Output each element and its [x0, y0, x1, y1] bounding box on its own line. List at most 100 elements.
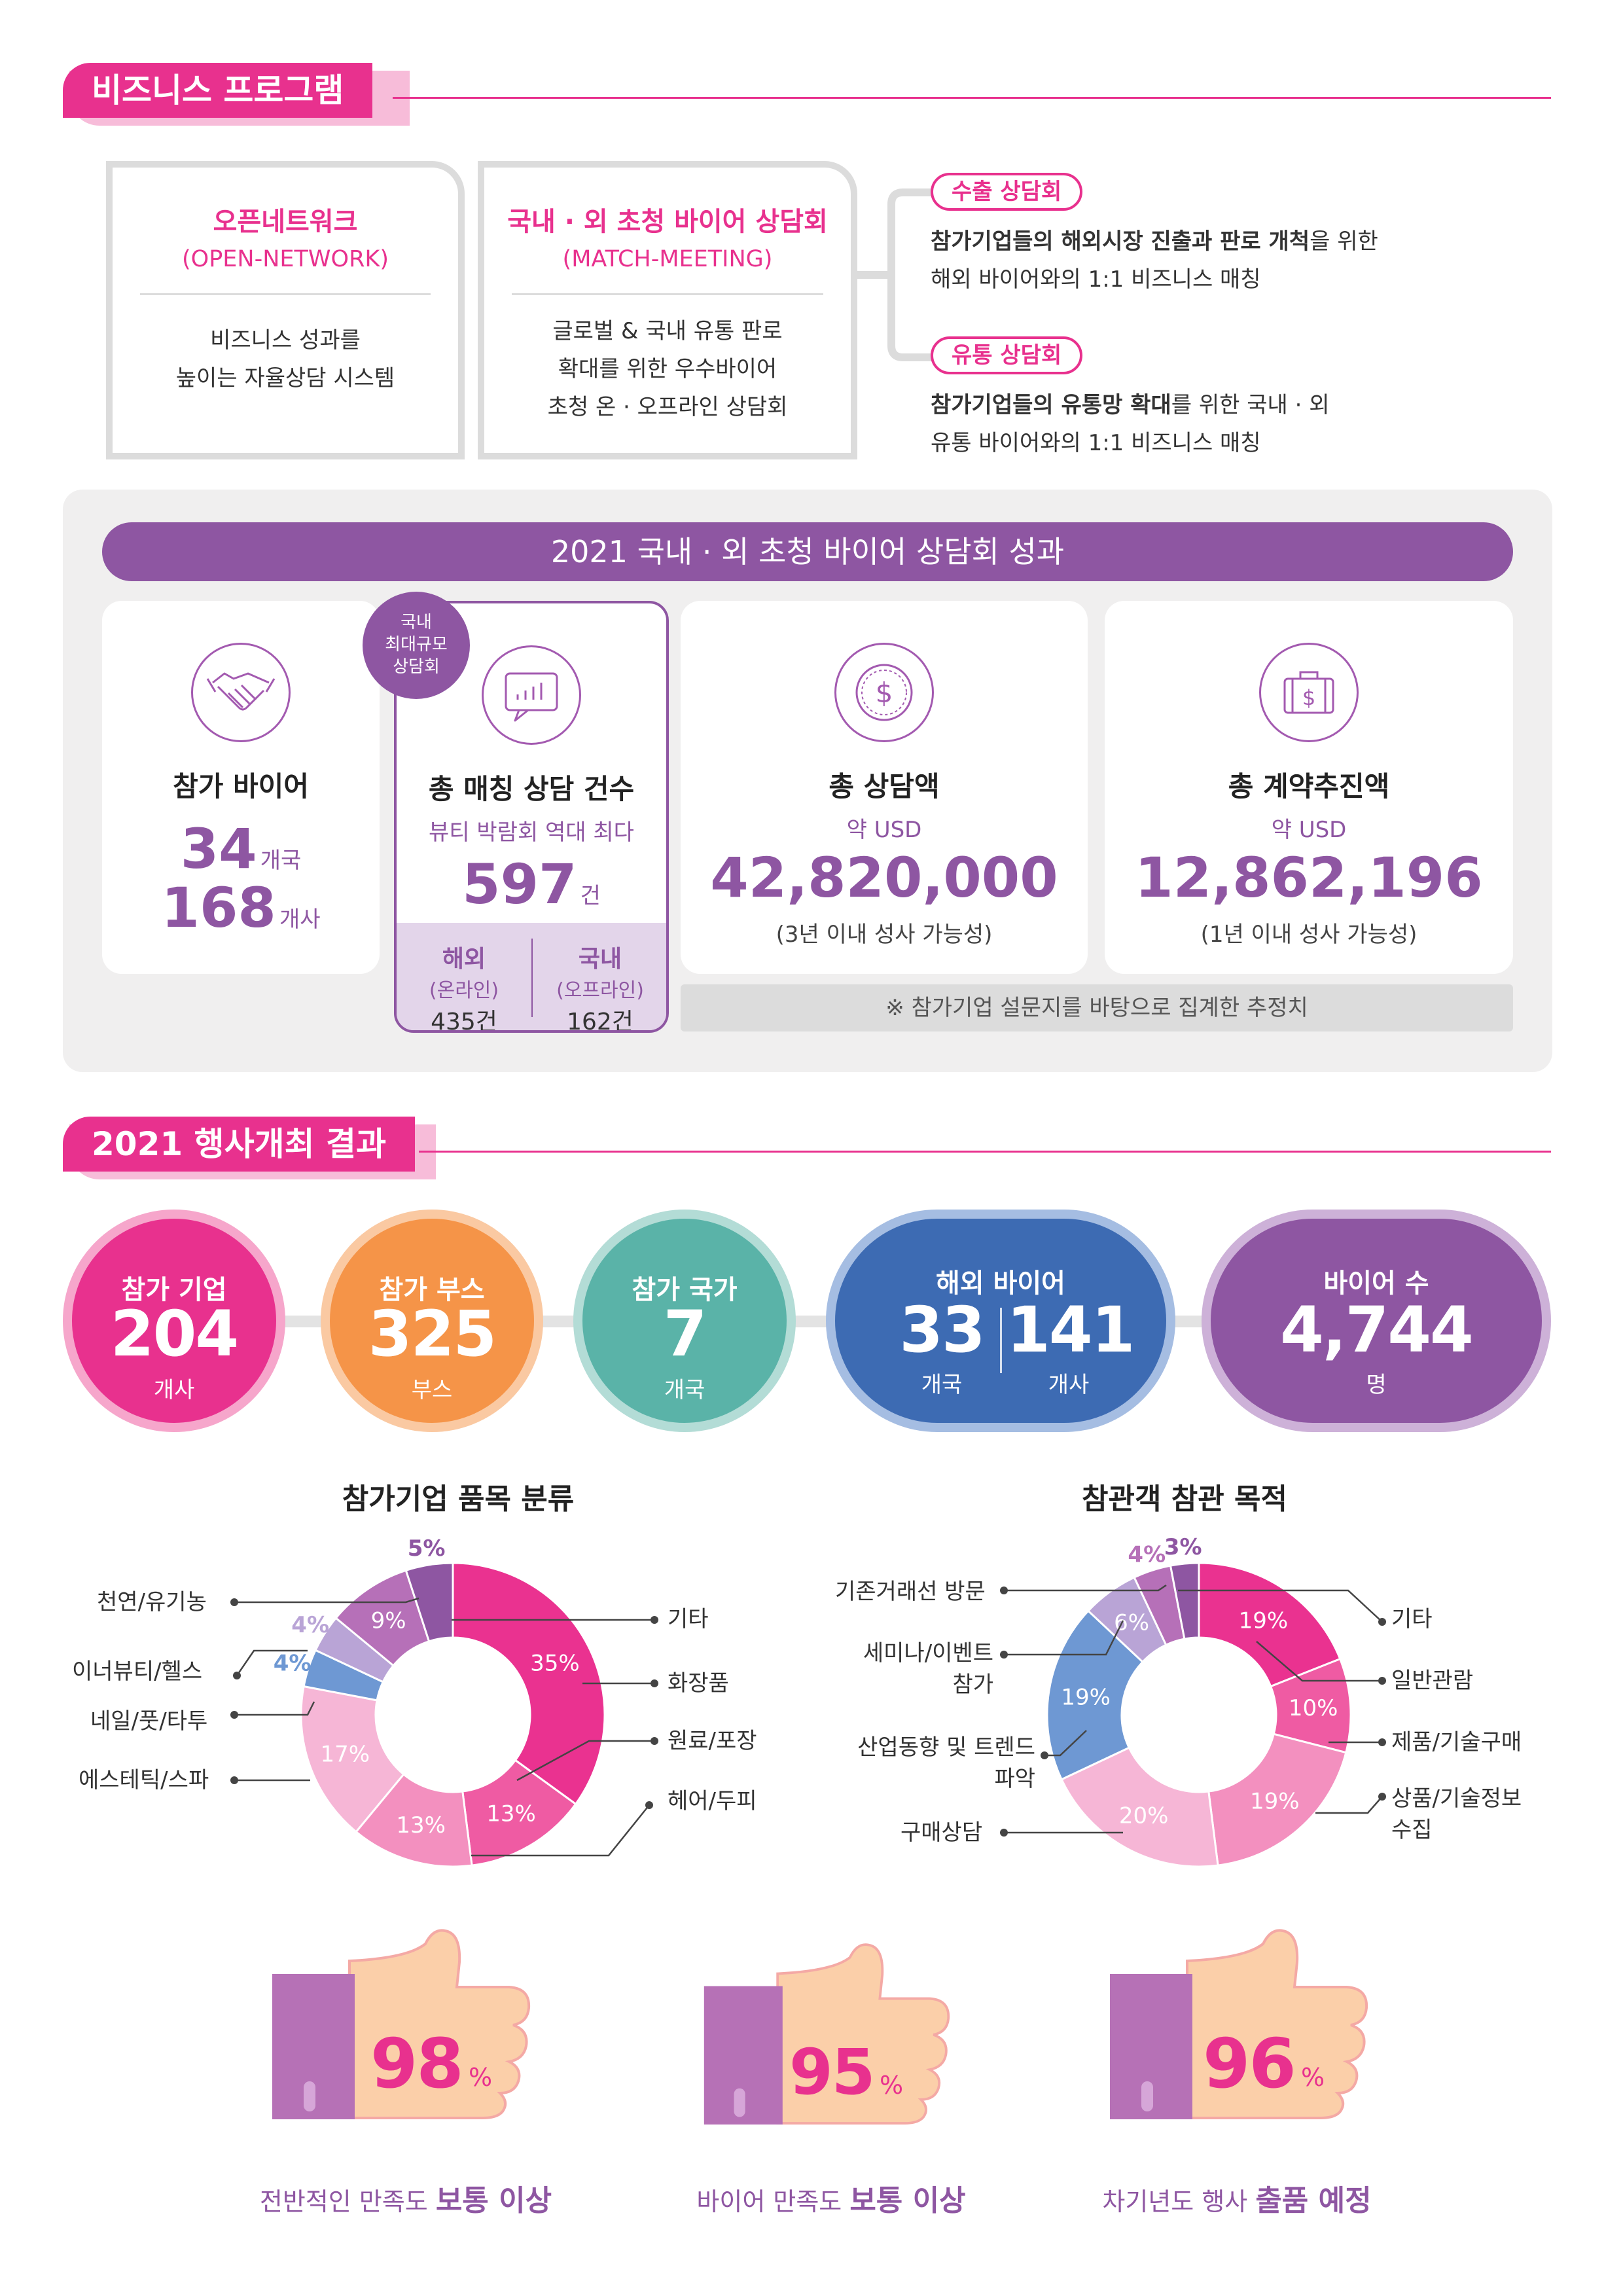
legend-label: 기존거래선 방문 — [835, 1579, 986, 1605]
chart-title-items: 참가기업 품목 분류 — [342, 1482, 575, 1516]
consult-amount-value: 42,820,000 — [710, 846, 1058, 910]
legend-dot — [1000, 1587, 1008, 1594]
next-year-caption: 차기년도 행사 출품 예정 — [1102, 2184, 1372, 2217]
purpose-donut-chart: 19% 10% 19% 20% 19% 6% 4%3% — [1046, 1534, 1352, 1868]
legend-dot — [645, 1801, 653, 1809]
open-network-desc: 비즈니스 성과를 높이는 자율상담 시스템 — [175, 327, 395, 391]
consult-amount-title: 총 상담액 — [829, 770, 940, 802]
consult-amount-note: (3년 이내 성사 가능성) — [776, 922, 993, 948]
distribution-meeting-pill: 유통 상담회 — [931, 336, 1083, 374]
donut-slice — [1060, 1746, 1219, 1868]
open-network-box: 오픈네트워크 (OPEN-NETWORK) 비즈니스 성과를 높이는 자율상담 … — [106, 161, 465, 459]
matching-count: 597 건 — [462, 852, 601, 916]
legend-label: 세미나/이벤트 참가 — [863, 1640, 993, 1698]
buyers-card: 참가 바이어 34 개국 168 개사 — [102, 601, 380, 974]
donut-slice — [452, 1562, 606, 1806]
legend-dot — [230, 1776, 238, 1784]
match-meeting-subtitle: (MATCH-MEETING) — [562, 246, 773, 272]
legend-dot — [1378, 1793, 1386, 1801]
legend-dot — [230, 1711, 238, 1719]
contract-amount-card: $ 총 계약추진액 약 USD 12,862,196 (1년 이내 성사 가능성… — [1105, 601, 1513, 974]
slice-label: 9% — [371, 1607, 406, 1634]
slice-label: 19% — [1239, 1607, 1289, 1634]
consult-amount-prefix: 약 USD — [846, 817, 922, 843]
buyers-countries: 34 개국 — [180, 817, 302, 881]
contract-amount-title: 총 계약추진액 — [1228, 770, 1390, 802]
legend-label: 구매상담 — [901, 1820, 983, 1846]
overall-satisfaction-caption: 전반적인 만족도 보통 이상 — [259, 2184, 552, 2217]
legend-dot — [651, 1737, 658, 1745]
matching-breakdown: 해외 (온라인) 435건 국내 (오프라인) 162건 — [397, 923, 666, 1030]
legend-label: 상품/기술정보 수집 — [1391, 1785, 1522, 1843]
contract-amount-prefix: 약 USD — [1271, 817, 1347, 843]
legend-dot — [230, 1598, 238, 1606]
chart-bubble-icon — [482, 645, 581, 745]
buyers-companies: 168 개사 — [161, 876, 321, 940]
legend-label: 헤어/두피 — [668, 1788, 757, 1814]
legend-dot — [651, 1679, 658, 1687]
dollar-coin-icon: $ — [834, 643, 934, 742]
legend-label: 네일/풋/타투 — [90, 1708, 208, 1734]
contract-amount-note: (1년 이내 성사 가능성) — [1200, 922, 1418, 948]
thumbs-up-icon — [1110, 1929, 1368, 2119]
matching-subtitle: 뷰티 박람회 역대 최다 — [429, 819, 634, 846]
legend-dot — [1378, 1738, 1386, 1746]
slice-label: 3% — [1164, 1534, 1202, 1560]
results-banner: 2021 국내 · 외 초청 바이어 상담회 성과 — [102, 522, 1513, 581]
slice-label: 13% — [486, 1801, 536, 1827]
consult-amount-card: $ 총 상담액 약 USD 42,820,000 (3년 이내 성사 가능성) — [681, 601, 1088, 974]
slice-label: 17% — [321, 1741, 370, 1767]
match-meeting-title: 국내 · 외 초청 바이어 상담회 — [507, 207, 828, 237]
percent-sign: % — [880, 2071, 904, 2100]
slice-label: 4% — [291, 1612, 329, 1638]
items-donut-chart: 35% 13% 13% 17% 4% 4% 9% 5% — [274, 1535, 606, 1868]
legend-label: 원료/포장 — [668, 1728, 757, 1754]
donut-slice — [300, 1685, 405, 1833]
open-network-subtitle: (OPEN-NETWORK) — [182, 246, 389, 272]
legend-dot — [1000, 1651, 1008, 1659]
legend-dot — [233, 1672, 241, 1679]
handshake-icon — [191, 643, 291, 742]
slice-label: 10% — [1289, 1695, 1338, 1721]
open-network-title: 오픈네트워크 — [213, 207, 358, 237]
legend-dot — [1378, 1677, 1386, 1685]
legend-label: 기타 — [1391, 1606, 1433, 1632]
legend-label: 이너뷰티/헬스 — [72, 1659, 203, 1685]
next-year-value: 96 — [1203, 2024, 1296, 2104]
countries-stat: 참가 국가 7 개국 — [573, 1210, 796, 1432]
section-divider — [393, 97, 1551, 99]
legend-label: 화장품 — [668, 1670, 729, 1696]
briefcase-dollar-icon: $ — [1259, 643, 1359, 742]
buyers-title: 참가 바이어 — [173, 770, 309, 802]
percent-sign: % — [469, 2063, 493, 2092]
divider — [531, 939, 533, 1017]
export-meeting-pill: 수출 상담회 — [931, 173, 1083, 211]
legend-label: 산업동향 및 트렌드 파악 — [857, 1734, 1035, 1792]
chart-leader-lines — [234, 1584, 1383, 1857]
largest-meeting-badge: 국내 최대규모 상담회 — [363, 592, 470, 699]
slice-label: 5% — [408, 1535, 446, 1562]
match-meeting-box: 국내 · 외 초청 바이어 상담회 (MATCH-MEETING) 글로벌 & … — [478, 161, 857, 459]
legend-dot — [1000, 1829, 1008, 1837]
slice-label: 13% — [396, 1812, 446, 1839]
match-meeting-desc: 글로벌 & 국내 유통 판로 확대를 위한 우수바이어 초청 온 · 오프라인 … — [547, 318, 788, 420]
section-title: 2021 행사개최 결과 — [63, 1117, 415, 1172]
booths-stat: 참가 부스 325 부스 — [321, 1210, 543, 1432]
slice-label: 19% — [1250, 1788, 1300, 1814]
chart-title-purpose: 참관객 참관 목적 — [1082, 1482, 1287, 1516]
legend-label: 에스테틱/스파 — [79, 1767, 209, 1793]
donut-slice — [1198, 1562, 1342, 1688]
bracket-connector — [857, 188, 935, 361]
divider — [140, 293, 431, 295]
slice-label: 4% — [274, 1650, 312, 1676]
buyer-satisfaction-value: 95 — [789, 2036, 876, 2109]
export-meeting-desc: 참가기업들의 해외시장 진출과 판로 개척을 위한 해외 바이어와의 1:1 비… — [931, 228, 1378, 293]
svg-text:$: $ — [876, 677, 893, 709]
donut-slice — [404, 1562, 454, 1643]
slice-label: 4% — [1128, 1542, 1166, 1568]
section-divider — [419, 1151, 1551, 1153]
matching-title: 총 매칭 상담 건수 — [428, 773, 635, 805]
legend-label: 기타 — [668, 1606, 709, 1632]
donut-slice — [1169, 1562, 1200, 1640]
slice-label: 20% — [1119, 1803, 1169, 1829]
